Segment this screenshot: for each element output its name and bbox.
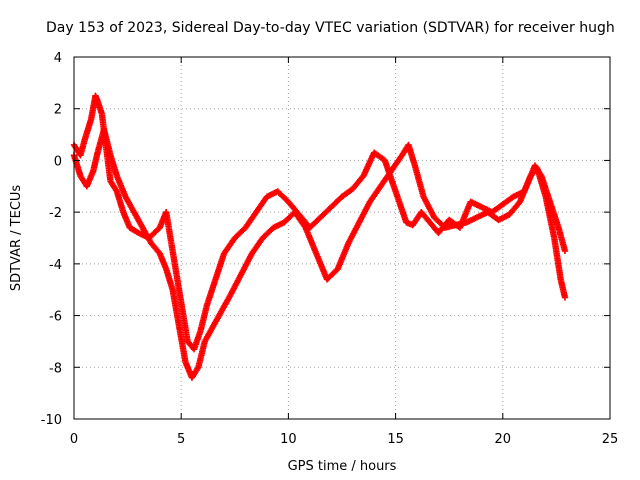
y-tick-label: -10 [41,413,62,428]
y-tick-label: -4 [49,258,62,273]
series-track-1 [70,92,569,353]
x-tick-label: 0 [70,432,78,447]
x-tick-label: 15 [387,432,404,447]
grid-lines [74,57,610,419]
chart-title: Day 153 of 2023, Sidereal Day-to-day VTE… [46,20,615,36]
y-ticks: 4 2 0 -2 -4 -6 -8 -10 [41,51,610,428]
x-tick-label: 25 [602,432,619,447]
plot-frame [73,56,611,420]
y-axis-label: SDTVAR / TECUs [9,185,24,292]
x-ticks: 0 5 10 15 20 25 [70,57,618,447]
y-tick-label: 2 [54,103,62,118]
series-track-2 [70,126,569,381]
y-tick-label: -2 [49,206,62,221]
y-tick-label: 4 [54,51,62,66]
x-tick-label: 20 [495,432,512,447]
y-tick-label: -8 [49,361,62,376]
data-series [70,92,569,381]
data-point [561,247,569,255]
x-tick-label: 5 [177,432,185,447]
x-axis-label: GPS time / hours [288,459,397,474]
x-tick-label: 10 [280,432,297,447]
y-tick-label: 0 [54,154,62,169]
y-tick-label: -6 [49,310,62,325]
data-point [561,294,569,301]
